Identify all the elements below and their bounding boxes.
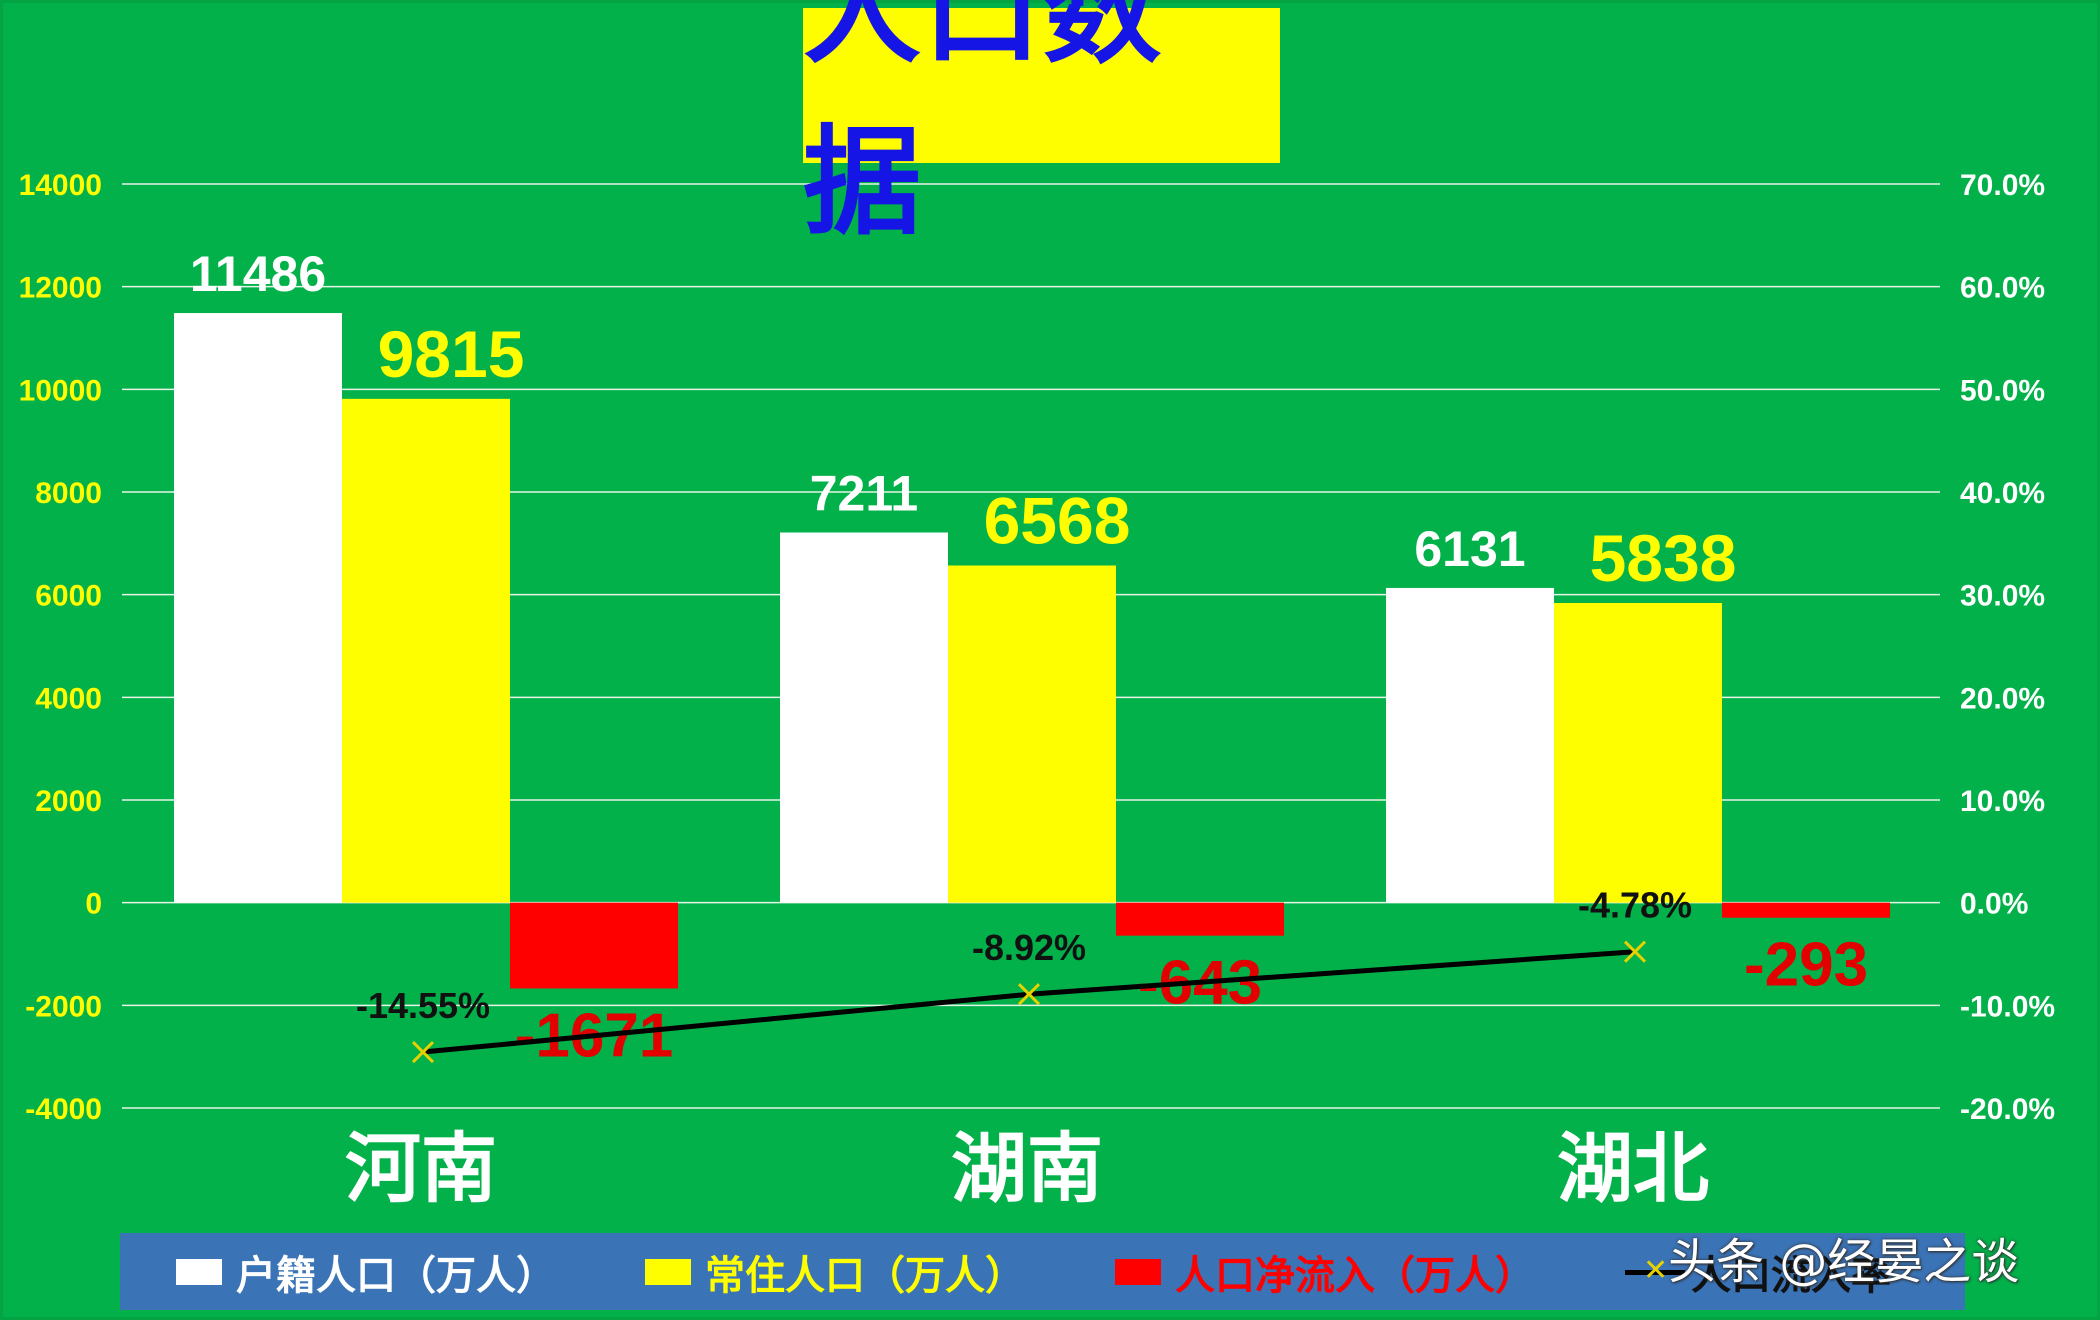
legend-item-net-inflow: 人口净流入（万人） <box>1115 1233 1535 1310</box>
bar-hukou <box>780 532 948 903</box>
y2-tick-label: 50.0% <box>1960 374 2045 407</box>
inflow-rate-label: -8.92% <box>972 927 1086 968</box>
inflow-rate-point <box>1623 940 1647 963</box>
bar-hukou <box>1386 587 1554 903</box>
legend: 户籍人口（万人） 常住人口（万人） 人口净流入（万人） ✕ 人口流入率 <box>120 1233 1965 1310</box>
chart-title: 人口数据 <box>803 0 1164 251</box>
bar-resident-label: 6568 <box>984 484 1131 558</box>
bar-resident <box>342 398 510 903</box>
y-tick-label: 8000 <box>35 477 102 510</box>
watermark-text: 头条 @经晏之谈 <box>1668 1234 2020 1290</box>
legend-label-net-inflow: 人口净流入（万人） <box>1175 1252 1535 1299</box>
bar-hukou-label: 6131 <box>1414 521 1525 577</box>
y-tick-label: 14000 <box>19 169 102 202</box>
bar-resident <box>1554 602 1722 903</box>
bar-resident-label: 5838 <box>1590 521 1737 595</box>
inflow-rate-label: -14.55% <box>356 985 490 1026</box>
bar-net-inflow <box>510 902 678 989</box>
y-tick-label: 12000 <box>19 272 102 305</box>
inflow-rate-point <box>411 1040 435 1064</box>
y-tick-label: 2000 <box>35 785 102 818</box>
x-category-label: 湖南 <box>951 1124 1103 1213</box>
inflow-rate-label: -4.78% <box>1578 885 1692 926</box>
bar-hukou <box>174 313 342 903</box>
legend-item-inflow-rate: ✕ 人口流入率 <box>1625 1233 1891 1310</box>
bar-net-inflow <box>1722 902 1890 918</box>
legend-swatch-hukou <box>176 1258 222 1285</box>
y2-tick-label: 0.0% <box>1960 888 2028 921</box>
legend-label-hukou: 户籍人口（万人） <box>236 1252 556 1299</box>
bar-resident-label: 9815 <box>378 317 525 391</box>
legend-item-hukou: 户籍人口（万人） <box>176 1233 556 1310</box>
y-tick-label: 4000 <box>35 682 102 715</box>
bar-net-inflow <box>1116 902 1284 936</box>
legend-label-inflow-rate: 人口流入率 <box>1691 1252 1891 1299</box>
y2-tick-label: 20.0% <box>1960 682 2045 715</box>
legend-line-marker-icon: ✕ <box>1625 1233 1685 1310</box>
y-tick-label: 6000 <box>35 580 102 613</box>
y2-tick-label: 70.0% <box>1960 169 2045 202</box>
y2-tick-label: -20.0% <box>1960 1093 2055 1126</box>
x-category-label: 湖北 <box>1557 1124 1709 1213</box>
chart-title-box: 人口数据 <box>803 0 1280 251</box>
y-tick-label: -4000 <box>25 1093 102 1126</box>
bar-hukou-label: 7211 <box>810 466 918 522</box>
y-tick-label: 10000 <box>19 374 102 407</box>
bar-net-inflow-label: -293 <box>1744 931 1868 1000</box>
y2-tick-label: 60.0% <box>1960 272 2045 305</box>
legend-label-resident: 常住人口（万人） <box>705 1252 1025 1299</box>
y2-tick-label: 40.0% <box>1960 477 2045 510</box>
y2-tick-label: -10.0% <box>1960 990 2055 1023</box>
x-category-label: 河南 <box>345 1124 497 1213</box>
legend-swatch-resident <box>645 1258 691 1285</box>
legend-swatch-net-inflow <box>1115 1258 1161 1285</box>
legend-item-resident: 常住人口（万人） <box>645 1233 1025 1310</box>
y2-tick-label: 10.0% <box>1960 785 2045 818</box>
inflow-rate-point <box>1017 983 1041 1006</box>
y2-tick-label: 30.0% <box>1960 580 2045 613</box>
bar-resident <box>948 565 1116 903</box>
y-tick-label: 0 <box>85 888 102 921</box>
bar-hukou-label: 11486 <box>190 246 326 302</box>
y-tick-label: -2000 <box>25 990 102 1023</box>
